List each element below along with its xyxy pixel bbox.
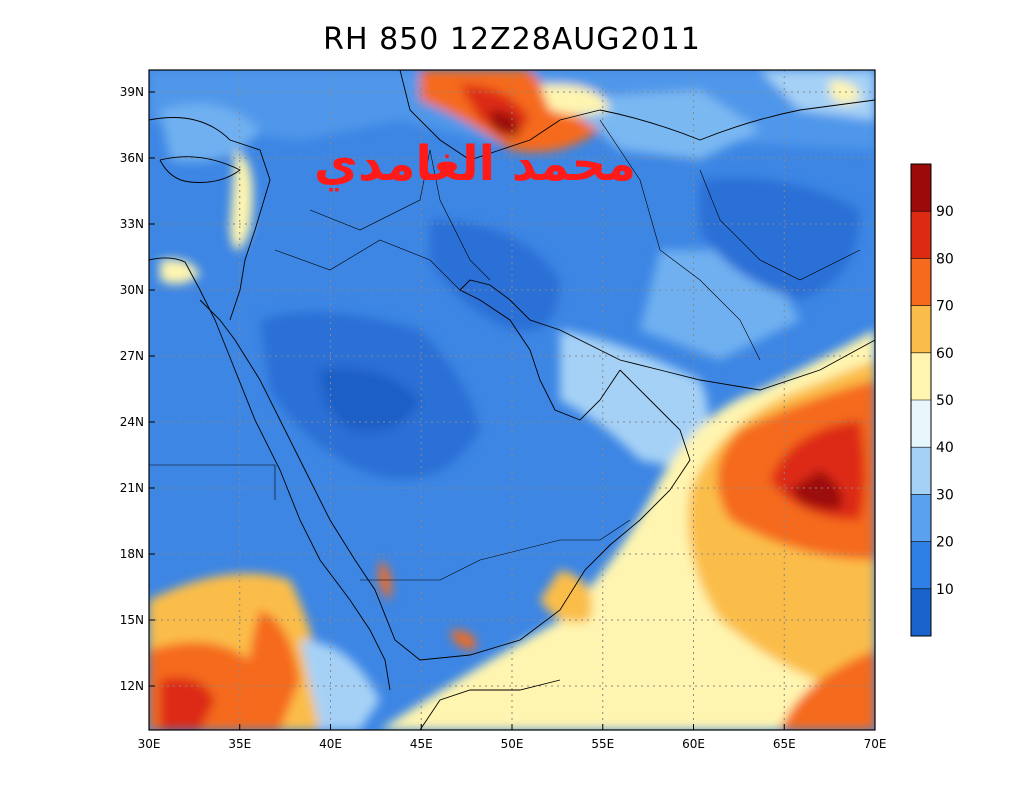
- map-title: RH 850 12Z28AUG2011: [323, 22, 701, 57]
- x-tick-label: 65E: [773, 737, 796, 751]
- colorbar-segment: [911, 258, 931, 306]
- x-tick-label: 35E: [228, 737, 251, 751]
- lat-lon-grid: [149, 70, 875, 730]
- y-tick-label: 39N: [120, 85, 144, 99]
- colorbar-segment: [911, 588, 931, 636]
- y-tick-label: 36N: [120, 151, 144, 165]
- colorbar-segment: [911, 541, 931, 589]
- x-tick-label: 50E: [501, 737, 524, 751]
- colorbar-segment: [911, 164, 931, 212]
- y-tick-label: 27N: [120, 349, 144, 363]
- y-tick-label: 30N: [120, 283, 144, 297]
- y-tick-label: 24N: [120, 415, 144, 429]
- x-tick-label: 70E: [864, 737, 887, 751]
- y-axis: 12N 15N 18N 21N 24N 27N 30N 33N 36N 39N: [120, 85, 155, 693]
- y-tick-label: 18N: [120, 547, 144, 561]
- colorbar-label: 90: [936, 204, 954, 220]
- x-tick-label: 40E: [319, 737, 342, 751]
- colorbar: 10 20 30 40 50 60 70 80 90: [910, 163, 954, 637]
- colorbar-label: 10: [936, 582, 954, 598]
- x-axis: 30E 35E 40E 45E 50E 55E 60E 65E 70E: [138, 724, 887, 751]
- x-tick-label: 45E: [410, 737, 433, 751]
- colorbar-label: 20: [936, 535, 954, 551]
- x-tick-label: 55E: [591, 737, 614, 751]
- y-tick-label: 21N: [120, 481, 144, 495]
- colorbar-label: 50: [936, 393, 954, 409]
- colorbar-segment: [911, 494, 931, 542]
- colorbar-label: 70: [936, 299, 954, 315]
- y-tick-label: 33N: [120, 217, 144, 231]
- colorbar-segment: [911, 400, 931, 448]
- colorbar-segment: [911, 305, 931, 353]
- colorbar-label: 80: [936, 251, 954, 267]
- colorbar-label: 30: [936, 487, 954, 503]
- political-borders: [149, 119, 861, 581]
- y-tick-label: 15N: [120, 613, 144, 627]
- x-tick-label: 60E: [682, 737, 705, 751]
- colorbar-label: 40: [936, 440, 954, 456]
- colorbar-segment: [911, 211, 931, 259]
- colorbar-segment: [911, 447, 931, 495]
- coastlines: [149, 70, 875, 730]
- signature-text: محمد الغامدي: [314, 136, 636, 192]
- y-tick-label: 12N: [120, 679, 144, 693]
- colorbar-label: 60: [936, 346, 954, 362]
- x-tick-label: 30E: [138, 737, 161, 751]
- colorbar-segment: [911, 352, 931, 400]
